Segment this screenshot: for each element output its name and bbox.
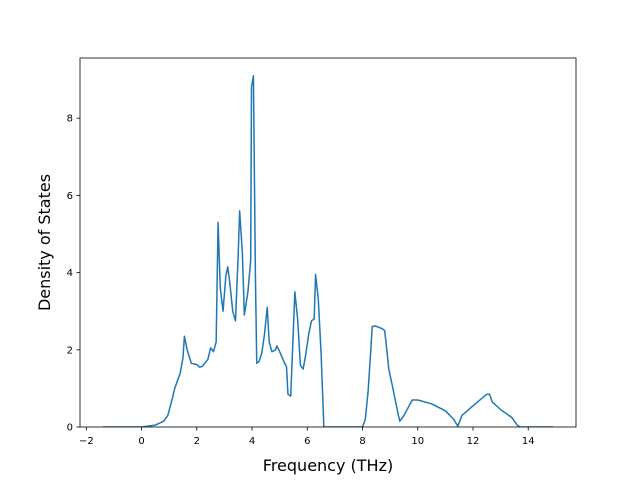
- plot-frame: [79, 57, 577, 428]
- x-tick-label: 6: [304, 436, 310, 447]
- x-tick-label: 10: [411, 436, 424, 447]
- y-axis-label: Density of States: [35, 174, 54, 311]
- data-line: [102, 75, 554, 427]
- x-tick-label: 2: [194, 436, 200, 447]
- x-tick-label: 14: [522, 436, 535, 447]
- y-tick-label: 4: [67, 268, 73, 279]
- x-tick-label: 4: [249, 436, 255, 447]
- y-tick-label: 0: [67, 423, 73, 434]
- x-tick-label: 0: [138, 436, 144, 447]
- y-tick-label: 2: [67, 345, 73, 356]
- y-tick-label: 6: [67, 191, 73, 202]
- x-axis-label: Frequency (THz): [263, 456, 393, 475]
- x-tick-label: 8: [359, 436, 365, 447]
- x-tick-label: 12: [467, 436, 480, 447]
- x-tick-label: −2: [79, 436, 94, 447]
- y-tick-label: 8: [67, 114, 73, 125]
